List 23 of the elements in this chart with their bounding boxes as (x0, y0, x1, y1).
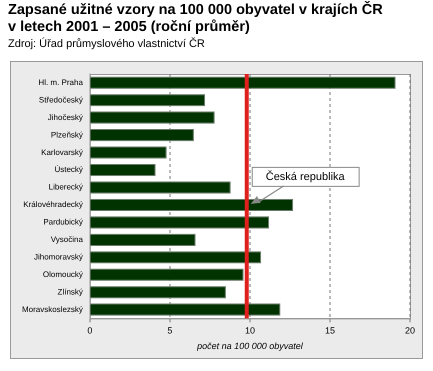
x-tick-label: 10 (244, 325, 255, 336)
y-tick-label: Zlínský (58, 287, 83, 296)
y-tick-label: Plzeňský (50, 130, 83, 140)
y-tick-label: Moravskoslezský (22, 304, 83, 314)
y-tick-label: Liberecký (48, 182, 83, 192)
y-tick-label: Jihočeský (48, 112, 83, 122)
y-tick-label: Vysočina (50, 235, 84, 244)
x-axis-title: počet na 100 000 obyvatel (196, 341, 304, 352)
y-tick-label: Středočeský (38, 95, 83, 104)
y-tick-label: Olomoucký (42, 270, 83, 279)
y-tick-label: Královéhradecký (23, 200, 83, 210)
chart-subtitle: Zdroj: Úřad průmyslového vlastnictví ČR (8, 38, 205, 50)
y-tick-label: Jihomoravský (34, 252, 83, 262)
y-tick-label: Karlovarský (41, 148, 83, 157)
x-tick-label: 15 (324, 325, 335, 336)
x-tick-label: 0 (87, 325, 92, 336)
ref-line-label: Česká republika (266, 170, 346, 183)
x-tick-label: 5 (167, 325, 172, 336)
y-tick-label: Ústecký (54, 165, 83, 174)
y-tick-label: Pardubický (43, 218, 83, 227)
y-tick-label: Hl. m. Praha (38, 78, 84, 87)
x-tick-label: 20 (404, 325, 416, 336)
chart-title: Zapsané užitné vzory na 100 000 obyvatel v krajích ČR v letech 2001 – 2005 (roční průměr) (8, 2, 383, 36)
